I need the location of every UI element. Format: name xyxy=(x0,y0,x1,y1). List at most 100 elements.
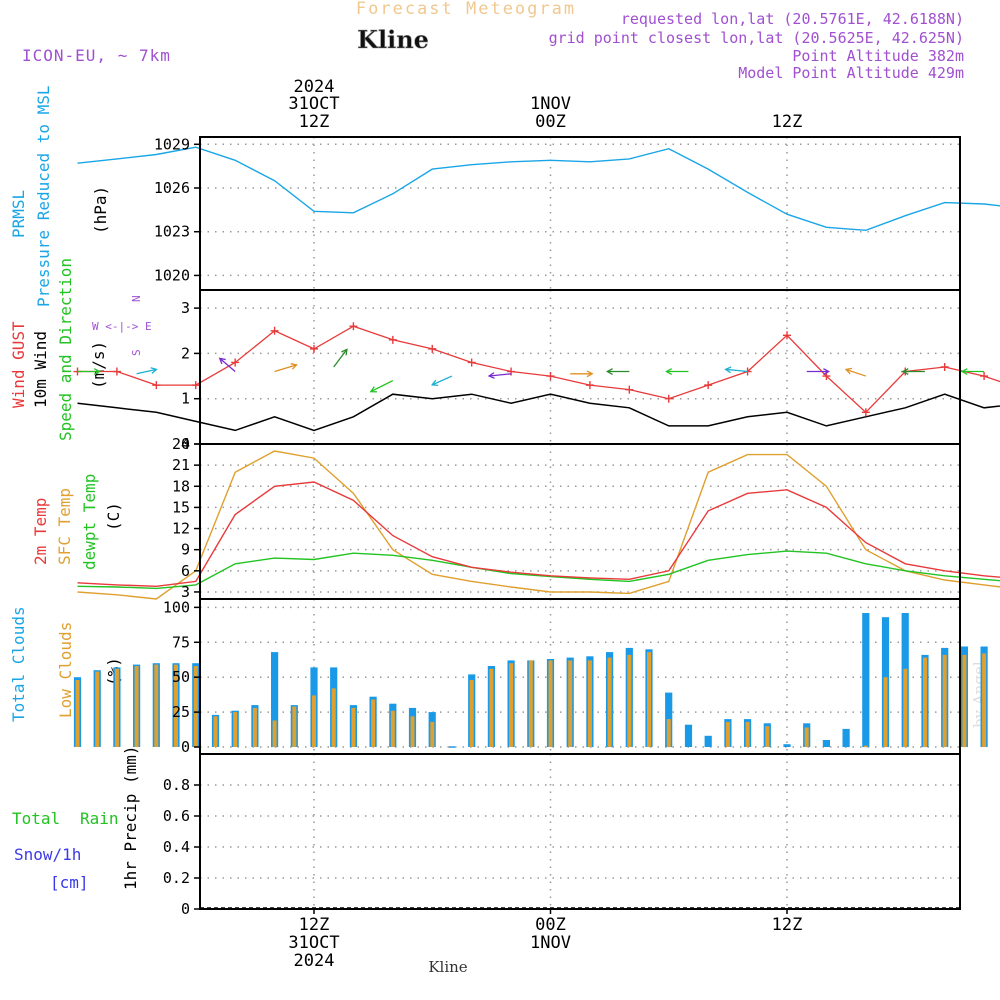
time-top-hour: 12Z xyxy=(299,112,330,132)
low-cloud-bar xyxy=(725,721,730,747)
clouds-ytick-label: 25 xyxy=(172,703,190,721)
temperature-ytick-label: 9 xyxy=(181,541,190,559)
label-total-clouds: Total Clouds xyxy=(9,606,28,722)
data-layer xyxy=(73,146,1000,909)
low-cloud-bar xyxy=(114,668,119,747)
precipitation-ytick-label: 0.8 xyxy=(163,776,190,794)
low-cloud-bar xyxy=(923,657,927,747)
low-cloud-bar xyxy=(528,660,533,747)
sfc-temp-line xyxy=(77,450,1000,600)
compass-we: W <-|-> E xyxy=(92,320,152,333)
point-altitude: Point Altitude 382m xyxy=(792,47,964,65)
wind-gust-marker xyxy=(783,331,791,340)
wind-gust-marker xyxy=(310,344,318,353)
temp-2m-line xyxy=(77,481,1000,588)
low-cloud-bar xyxy=(469,680,474,747)
wind-arrow-head xyxy=(665,368,673,375)
temperature-ytick-label: 18 xyxy=(172,477,190,495)
time-bottom-hour: 12Z xyxy=(299,915,330,935)
wind-arrow-head xyxy=(724,366,732,374)
time-bottom-day: 1NOV xyxy=(530,933,571,953)
time-top-hour: 12Z xyxy=(772,112,803,132)
pressure-ytick-label: 1023 xyxy=(154,223,190,241)
wind-speed-line xyxy=(77,393,1000,432)
low-cloud-bar xyxy=(351,707,356,747)
low-cloud-bar xyxy=(627,654,632,748)
label-2m-temp: 2m Temp xyxy=(31,498,50,565)
wind-gust-marker xyxy=(191,381,200,390)
low-cloud-bar xyxy=(371,699,376,747)
low-cloud-bar xyxy=(568,660,573,747)
label-sfc-temp: SFC Temp xyxy=(55,488,74,565)
precipitation-ytick-label: 0.4 xyxy=(163,838,190,856)
time-top-day: 1NOV xyxy=(530,94,571,114)
wind-gust-marker xyxy=(349,322,358,331)
wind-arrow-head xyxy=(341,348,348,356)
low-cloud-bar xyxy=(233,712,238,747)
low-cloud-bar xyxy=(134,666,139,747)
wind-arrow-head xyxy=(823,368,831,375)
low-cloud-bar xyxy=(430,721,435,747)
time-bottom-year: 2024 xyxy=(294,951,335,971)
wind-direction-arrow xyxy=(219,357,236,373)
wind-gust-marker xyxy=(388,335,397,344)
wind-ytick-label: 3 xyxy=(181,299,190,317)
total-cloud-bar xyxy=(842,728,850,748)
clouds-ytick-label: 75 xyxy=(172,633,190,651)
wind-gust-marker xyxy=(112,367,121,376)
wind-gust-marker xyxy=(428,344,437,353)
axis-layer: 1020102310261029012336912151821240255075… xyxy=(154,77,803,971)
label-prmsl: PRMSL xyxy=(9,190,28,238)
low-cloud-bar xyxy=(745,721,750,747)
wind-gust-marker xyxy=(546,372,555,381)
label-snow: Snow/1h xyxy=(14,845,81,864)
pressure-ytick-label: 1029 xyxy=(154,135,190,153)
low-cloud-bar xyxy=(903,668,908,747)
temperature-ytick-label: 6 xyxy=(181,562,190,580)
wind-direction-arrow xyxy=(136,368,157,375)
model-altitude: Model Point Altitude 429m xyxy=(738,64,964,82)
time-top-day: 31OCT xyxy=(288,94,339,114)
wind-arrow-head xyxy=(844,367,853,375)
footer-station: Kline xyxy=(428,958,467,976)
label-pressure-msl: Pressure Reduced to MSL xyxy=(34,85,53,307)
total-cloud-bar xyxy=(271,652,279,748)
low-cloud-bar xyxy=(647,652,651,748)
low-cloud-bar xyxy=(154,664,159,747)
station-name: Kline xyxy=(357,25,429,54)
time-bottom-day: 31OCT xyxy=(288,933,339,953)
wind-direction-arrow xyxy=(489,373,512,377)
low-cloud-bar xyxy=(962,654,967,748)
wind-arrow-head xyxy=(430,379,439,386)
total-cloud-bar xyxy=(783,744,791,747)
wind-arrow-head xyxy=(218,357,226,365)
wind-gust-marker xyxy=(231,358,240,367)
label-hpa: (hPa) xyxy=(91,186,110,234)
pressure-line xyxy=(77,146,1000,232)
chart-title: Forecast Meteogram xyxy=(356,0,576,19)
wind-arrow-head xyxy=(487,372,495,379)
low-cloud-bar xyxy=(883,677,888,747)
total-cloud-bar xyxy=(684,724,693,747)
wind-arrow-head xyxy=(93,368,101,375)
wind-arrow-head xyxy=(605,368,613,375)
requested-location: requested lon,lat (20.5761E, 42.6188N) xyxy=(621,10,964,28)
clouds-ytick-label: 100 xyxy=(163,598,190,616)
label-wind-gust: Wind GUST xyxy=(9,321,28,408)
low-cloud-bar xyxy=(863,745,868,747)
low-cloud-bar xyxy=(75,680,80,747)
wind-arrow-head xyxy=(960,368,968,375)
wind-ytick-label: 1 xyxy=(181,390,190,408)
low-cloud-bar xyxy=(587,660,592,747)
temperature-ytick-label: 3 xyxy=(181,583,190,601)
low-cloud-bar xyxy=(193,666,198,747)
low-cloud-bar xyxy=(982,653,987,748)
precipitation-ytick-label: 0.6 xyxy=(163,807,190,825)
low-cloud-bar xyxy=(410,716,415,747)
label-celsius: (C) xyxy=(104,502,123,531)
wind-arrow-head xyxy=(150,367,158,374)
wind-gust-marker xyxy=(940,363,949,371)
total-cloud-bar xyxy=(704,735,712,747)
label-speed-direction: Speed and Direction xyxy=(56,258,75,441)
clouds-ytick-label: 50 xyxy=(172,668,190,686)
